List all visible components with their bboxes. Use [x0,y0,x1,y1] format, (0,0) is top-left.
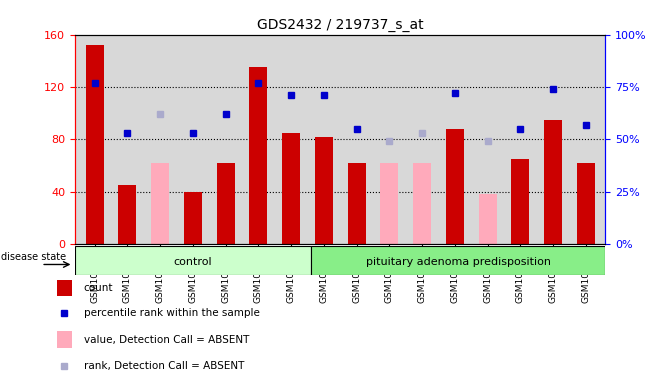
Bar [282,132,300,244]
Bar [118,185,136,244]
Bar [217,163,234,244]
Text: value, Detection Call = ABSENT: value, Detection Call = ABSENT [83,335,249,345]
Text: control: control [173,257,212,266]
Bar [413,163,431,244]
Title: GDS2432 / 219737_s_at: GDS2432 / 219737_s_at [257,18,423,32]
Bar [75,246,311,275]
Bar [85,45,104,244]
Bar [446,129,464,244]
Text: pituitary adenoma predisposition: pituitary adenoma predisposition [366,257,551,266]
Bar [577,163,595,244]
Text: rank, Detection Call = ABSENT: rank, Detection Call = ABSENT [83,361,244,371]
Bar [511,159,529,244]
Bar [478,194,497,244]
Text: percentile rank within the sample: percentile rank within the sample [83,308,260,318]
Bar [184,192,202,244]
Text: count: count [83,283,113,293]
Bar [311,246,605,275]
Bar [249,67,268,244]
Bar [315,137,333,244]
Bar [57,331,72,348]
Bar [151,163,169,244]
Bar [544,119,562,244]
Bar [380,163,398,244]
Text: disease state: disease state [1,252,66,262]
Bar [348,163,365,244]
Bar [57,279,72,296]
